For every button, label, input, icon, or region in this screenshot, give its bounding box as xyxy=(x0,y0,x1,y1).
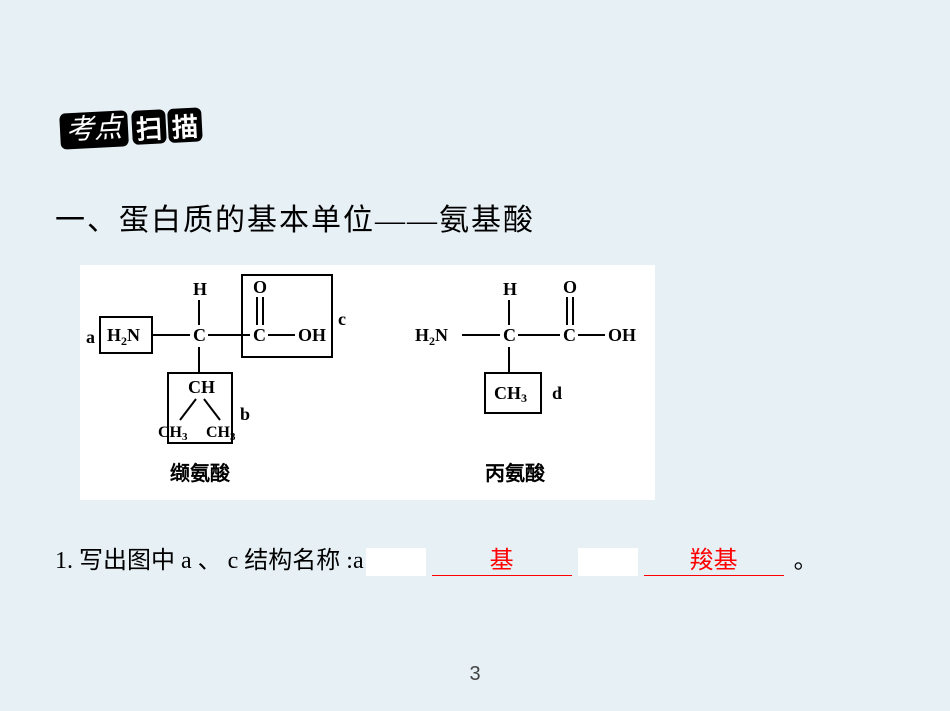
svg-text:O: O xyxy=(253,277,267,297)
svg-text:c: c xyxy=(338,309,346,329)
white-cover-1 xyxy=(366,548,426,576)
svg-text:CH3: CH3 xyxy=(494,383,527,405)
answer-2: 羧基 xyxy=(690,548,738,574)
svg-text:C: C xyxy=(563,325,576,345)
badge-box-2: 描 xyxy=(167,107,203,143)
answer-blank-1: 基 xyxy=(432,540,572,576)
white-cover-2 xyxy=(578,548,638,576)
svg-text:OH: OH xyxy=(608,325,636,345)
badge-box-1: 扫 xyxy=(131,109,167,145)
svg-text:C: C xyxy=(253,325,266,345)
badge-boxes: 扫 描 xyxy=(131,107,203,145)
svg-text:b: b xyxy=(240,404,250,424)
slide: 考点 扫 描 一、蛋白质的基本单位——氨基酸 a H2N C H c C xyxy=(0,0,950,711)
badge-tag: 考点 xyxy=(59,110,129,150)
question-prefix: 1. 写出图中 a 、 c 结构名称 :a xyxy=(55,548,364,574)
svg-text:丙氨酸: 丙氨酸 xyxy=(485,461,546,485)
svg-text:O: O xyxy=(563,277,577,297)
svg-text:CH3: CH3 xyxy=(158,424,188,443)
answer-1-partial: 基 xyxy=(490,548,514,574)
page-number: 3 xyxy=(469,663,480,686)
svg-text:H2N: H2N xyxy=(415,325,448,348)
answer-blank-2: 羧基 xyxy=(644,540,784,576)
question-1: 1. 写出图中 a 、 c 结构名称 :a基，c羧基 。 xyxy=(55,540,895,576)
section-title: 一、蛋白质的基本单位——氨基酸 xyxy=(55,195,535,239)
chem-svg: a H2N C H c C O OH CH xyxy=(80,265,655,500)
svg-text:H: H xyxy=(193,279,207,299)
svg-text:H: H xyxy=(503,279,517,299)
question-suffix: 。 xyxy=(794,548,818,574)
badge-kaodian-saomiao: 考点 扫 描 xyxy=(59,106,203,149)
svg-text:H2N: H2N xyxy=(107,325,140,348)
chemistry-diagram: a H2N C H c C O OH CH xyxy=(80,265,655,500)
svg-text:C: C xyxy=(193,325,206,345)
svg-text:CH: CH xyxy=(188,377,215,397)
svg-text:a: a xyxy=(86,327,95,347)
svg-text:d: d xyxy=(552,383,562,403)
svg-text:C: C xyxy=(503,325,516,345)
svg-text:缬氨酸: 缬氨酸 xyxy=(170,461,231,485)
svg-text:OH: OH xyxy=(298,325,326,345)
